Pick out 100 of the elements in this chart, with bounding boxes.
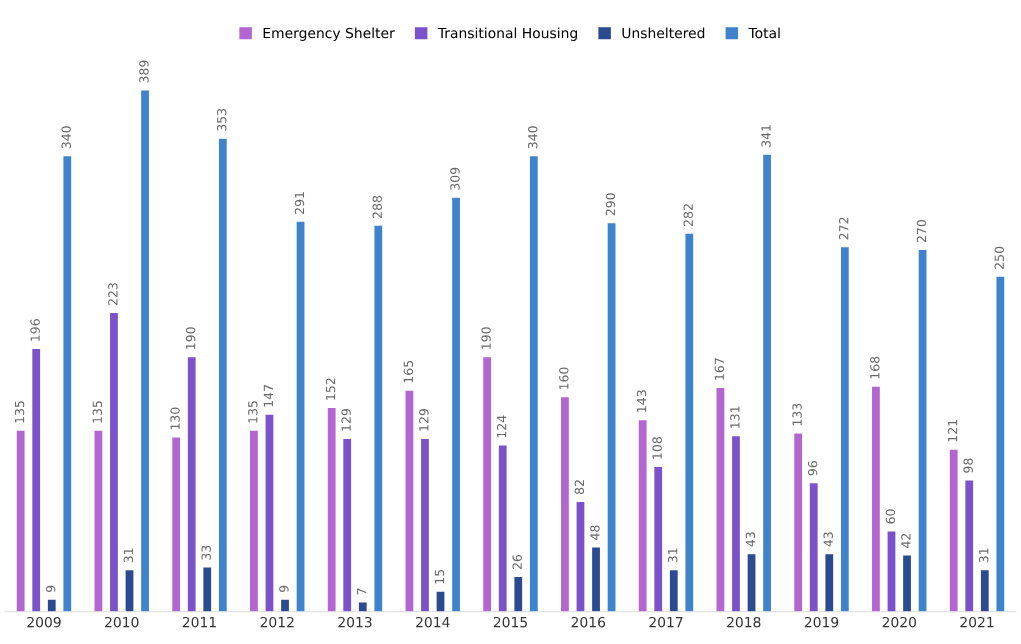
data-label: 9 — [45, 585, 56, 593]
data-label: 82 — [574, 480, 585, 495]
data-label: 133 — [792, 403, 802, 426]
data-label: 33 — [201, 545, 211, 560]
data-label: 165 — [403, 360, 414, 383]
data-label: 135 — [248, 401, 258, 423]
bar — [887, 531, 896, 612]
bar — [405, 390, 414, 612]
bar — [809, 483, 818, 612]
data-label: 31 — [667, 548, 678, 563]
bar — [327, 408, 336, 612]
data-label: 160 — [559, 367, 569, 390]
bar — [32, 349, 41, 612]
legend-label: Transitional Housing — [437, 27, 577, 41]
data-label: 168 — [870, 356, 880, 379]
data-label: 223 — [108, 283, 118, 306]
data-label: 15 — [434, 569, 445, 584]
data-label: 129 — [341, 408, 351, 431]
bar — [918, 249, 927, 612]
data-label: 9 — [279, 585, 289, 593]
data-label: 190 — [481, 327, 491, 349]
bar — [16, 430, 25, 612]
bar — [358, 602, 367, 612]
x-tick-label: 2012 — [260, 616, 294, 628]
bar — [996, 276, 1005, 612]
bar — [265, 414, 274, 612]
x-tick-label: 2011 — [182, 616, 216, 628]
data-label: 31 — [123, 548, 134, 563]
data-label: 341 — [761, 125, 771, 147]
x-tick-label: 2018 — [727, 616, 761, 628]
data-label: 98 — [963, 458, 973, 473]
x-tick-label: 2017 — [649, 616, 683, 628]
legend-label: Total — [748, 27, 780, 39]
data-label: 43 — [823, 532, 833, 547]
bar — [669, 570, 678, 612]
data-label: 282 — [683, 204, 693, 227]
bar — [110, 312, 118, 612]
data-label: 309 — [450, 167, 460, 190]
data-label: 31 — [978, 548, 989, 563]
bar — [903, 555, 911, 612]
bar — [218, 138, 227, 612]
bar — [763, 154, 771, 612]
data-label: 131 — [730, 406, 740, 428]
bar — [514, 576, 523, 612]
data-label: 121 — [947, 419, 958, 442]
data-label: 42 — [901, 533, 911, 548]
x-tick-label: 2013 — [338, 616, 372, 628]
data-label: 135 — [92, 401, 103, 423]
bar — [592, 547, 600, 612]
x-tick-label: 2015 — [493, 616, 527, 628]
bar — [452, 197, 460, 612]
data-label: 135 — [14, 401, 25, 423]
bar — [483, 357, 492, 612]
bar — [281, 599, 289, 612]
bar — [94, 430, 103, 612]
bar — [172, 437, 181, 612]
data-label: 270 — [916, 219, 927, 243]
data-label: 152 — [325, 378, 336, 400]
data-label: 196 — [30, 319, 40, 341]
data-label: 124 — [496, 415, 507, 438]
x-tick-label: 2016 — [571, 616, 606, 628]
x-tick-label: 2021 — [960, 616, 994, 628]
bar — [732, 436, 740, 612]
data-label: 26 — [512, 554, 522, 570]
bar — [965, 480, 974, 612]
x-tick-label: 2010 — [105, 616, 139, 628]
bar — [296, 221, 305, 612]
bar — [654, 467, 663, 612]
data-label: 7 — [357, 588, 367, 595]
data-label: 291 — [294, 192, 305, 214]
data-label: 108 — [652, 437, 662, 459]
bar — [638, 420, 647, 612]
data-label: 389 — [139, 60, 149, 83]
data-label: 272 — [839, 217, 849, 240]
data-label: 288 — [372, 195, 382, 218]
data-label: 147 — [263, 385, 273, 407]
bar — [716, 387, 725, 612]
data-label: 167 — [714, 358, 725, 380]
data-label: 48 — [590, 525, 600, 540]
bar — [980, 570, 989, 612]
bar — [250, 430, 258, 612]
x-tick-label: 2020 — [882, 616, 917, 628]
bar — [421, 438, 429, 612]
bar — [498, 445, 507, 612]
bar — [374, 225, 383, 612]
legend-label: Emergency Shelter — [263, 27, 395, 41]
x-tick-label: 2009 — [27, 616, 61, 628]
bar — [561, 397, 569, 612]
bar — [343, 438, 352, 612]
bar — [63, 156, 72, 612]
bar — [141, 90, 149, 612]
legend-label: Unsheltered — [622, 27, 705, 39]
x-tick-label: 2014 — [416, 616, 450, 628]
x-tick-label: 2019 — [804, 616, 839, 628]
bar — [840, 247, 849, 612]
data-label: 190 — [185, 327, 196, 349]
data-label: 290 — [605, 193, 616, 216]
data-label: 250 — [994, 246, 1004, 269]
bar — [607, 223, 616, 612]
bar — [949, 449, 958, 612]
